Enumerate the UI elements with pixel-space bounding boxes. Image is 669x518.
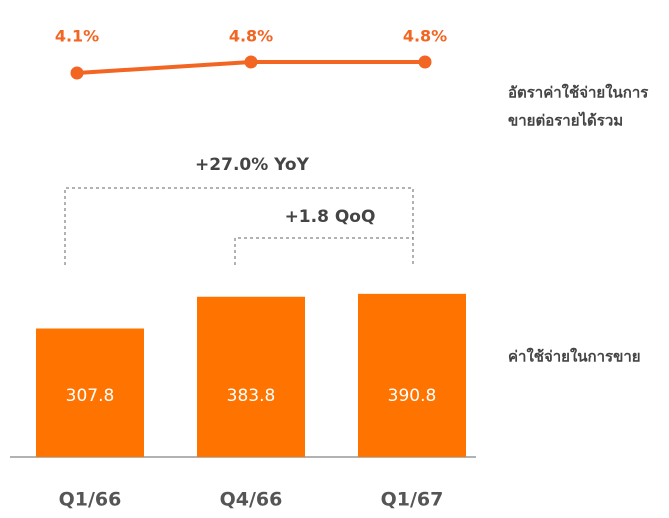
line-value-label: 4.8% — [229, 27, 273, 46]
bar — [36, 328, 144, 457]
line-point — [418, 55, 432, 69]
legend-label: ขายต่อรายได้รวม — [508, 111, 623, 130]
line-value-label: 4.8% — [403, 27, 447, 46]
line-point — [70, 66, 84, 80]
bar — [358, 293, 466, 457]
bar-value-label: 307.8 — [66, 386, 115, 406]
x-tick-label: Q1/67 — [381, 489, 444, 511]
legend-label: ค่าใช้จ่ายในการขาย — [508, 348, 641, 366]
bar-value-label: 390.8 — [388, 386, 437, 406]
qoq-bracket — [234, 237, 413, 265]
qoq-annotation: +1.8 QoQ — [285, 207, 376, 227]
x-tick-label: Q1/66 — [59, 489, 122, 511]
legend-label: อัตราค่าใช้จ่ายในการ — [508, 84, 649, 102]
line-value-label: 4.1% — [55, 27, 99, 46]
bar-value-label: 383.8 — [227, 386, 276, 406]
x-tick-label: Q4/66 — [220, 489, 283, 511]
bar — [197, 296, 305, 457]
line-point — [244, 55, 258, 69]
yoy-annotation: +27.0% YoY — [195, 155, 310, 175]
yoy-bracket — [64, 187, 414, 265]
